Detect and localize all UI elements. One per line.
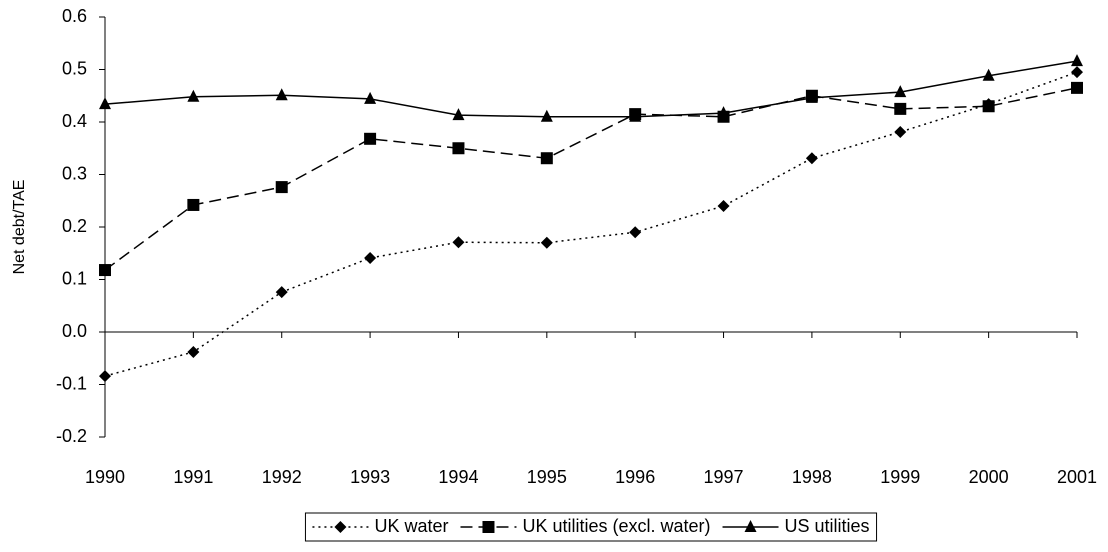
y-tick-label: 0.1	[62, 268, 87, 288]
marker	[275, 88, 288, 101]
marker	[187, 89, 200, 102]
marker	[805, 90, 818, 103]
marker	[805, 152, 818, 165]
marker	[275, 181, 288, 194]
series-line	[104, 87, 1078, 271]
marker	[275, 286, 288, 299]
x-tick-label: 2001	[1057, 467, 1097, 487]
marker	[894, 85, 907, 98]
legend-box	[304, 512, 878, 542]
x-tick-label: 2000	[969, 467, 1009, 487]
y-tick-label: 0.4	[62, 111, 87, 131]
y-tick-label: 0.0	[62, 321, 87, 341]
x-tick-label: 1994	[438, 467, 478, 487]
marker	[1071, 54, 1083, 67]
y-tick-label: 0.5	[62, 58, 87, 78]
y-tick-label: 0.2	[62, 216, 87, 236]
marker	[482, 521, 495, 533]
marker	[452, 236, 465, 249]
x-tick-label: 1998	[792, 467, 832, 487]
y-tick-label: -0.1	[56, 373, 87, 393]
marker	[540, 109, 553, 122]
marker	[452, 108, 465, 121]
legend-label: US utilities	[785, 516, 870, 536]
marker	[99, 370, 111, 383]
x-tick-label: 1996	[615, 467, 655, 487]
x-tick-label: 1991	[173, 467, 213, 487]
marker	[334, 521, 347, 533]
legend: UK water UK utilities (excl. water) US uti…	[304, 512, 878, 542]
marker	[717, 106, 730, 119]
marker	[187, 198, 200, 211]
legend-label: UK water	[374, 516, 448, 536]
marker	[540, 236, 553, 249]
marker	[629, 226, 642, 239]
series-line	[104, 60, 1078, 118]
marker	[99, 264, 111, 277]
x-tick-label: 1990	[85, 467, 125, 487]
x-tick-label: 1992	[262, 467, 302, 487]
y-tick-label: 0.3	[62, 163, 87, 183]
x-tick-label: 1997	[704, 467, 744, 487]
marker	[364, 132, 377, 145]
y-axis-label: Net debt/TAE	[11, 180, 28, 275]
marker	[540, 152, 553, 165]
marker	[1071, 81, 1083, 94]
marker	[452, 142, 465, 155]
marker	[1071, 66, 1083, 79]
marker	[894, 102, 907, 115]
marker	[982, 68, 995, 81]
x-tick-label: 1993	[350, 467, 390, 487]
marker	[99, 97, 111, 110]
x-tick-label: 1999	[880, 467, 920, 487]
y-tick-label: -0.2	[56, 426, 87, 446]
marker	[364, 251, 377, 264]
x-tick-label: 1995	[527, 467, 567, 487]
y-tick-label: 0.6	[62, 6, 87, 26]
marker	[894, 125, 907, 138]
marker	[744, 520, 757, 532]
marker	[717, 200, 730, 212]
series-line	[104, 71, 1078, 377]
marker	[187, 345, 200, 358]
marker	[982, 100, 995, 113]
marker	[364, 91, 377, 104]
legend-label: UK utilities (excl. water)	[522, 516, 710, 536]
marker	[629, 109, 642, 122]
